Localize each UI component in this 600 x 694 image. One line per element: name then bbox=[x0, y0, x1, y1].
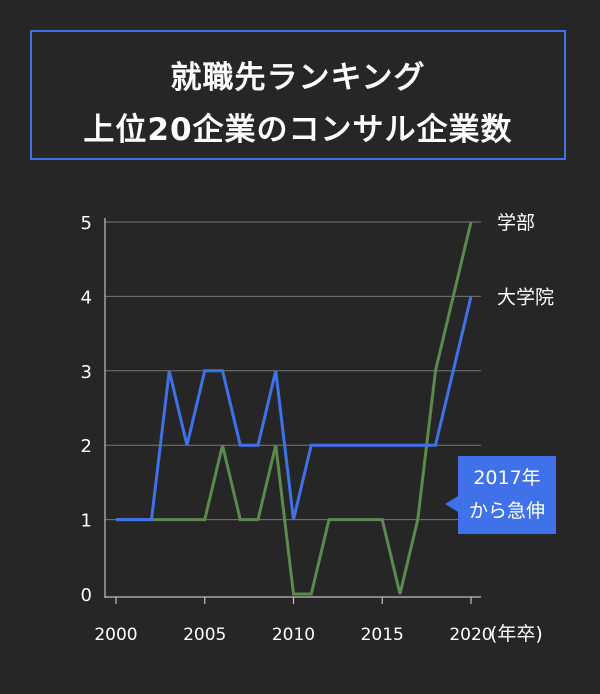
x-tick-label-2015: 2015 bbox=[361, 625, 404, 645]
x-tick-label-2005: 2005 bbox=[183, 625, 226, 645]
callout-box: 2017年 から急伸 bbox=[445, 456, 556, 534]
y-tick-label-4: 4 bbox=[81, 287, 92, 308]
series-label-0: 大学院 bbox=[497, 286, 554, 308]
callout-arrow bbox=[445, 496, 458, 512]
chart-title-line-2: 上位20企業のコンサル企業数 bbox=[83, 112, 513, 148]
callout-line-2: から急伸 bbox=[468, 500, 545, 522]
y-tick-label-3: 3 bbox=[81, 362, 92, 383]
x-axis-label: (年卒) bbox=[490, 623, 543, 645]
y-tick-label-1: 1 bbox=[81, 511, 92, 532]
series-line-0 bbox=[116, 296, 473, 522]
series-line-1 bbox=[116, 221, 473, 596]
series-label-1: 学部 bbox=[497, 212, 535, 234]
y-tick-label-5: 5 bbox=[81, 213, 92, 234]
chart-title-line-1: 就職先ランキング bbox=[170, 60, 426, 96]
y-tick-label-0: 0 bbox=[81, 585, 92, 606]
y-tick-label-2: 2 bbox=[81, 436, 92, 457]
x-tick-label-2020: 2020 bbox=[449, 625, 492, 645]
callout-line-1: 2017年 bbox=[473, 467, 541, 489]
x-tick-label-2000: 2000 bbox=[94, 625, 137, 645]
x-tick-label-2010: 2010 bbox=[272, 625, 315, 645]
title-box: 就職先ランキング 上位20企業のコンサル企業数 bbox=[30, 30, 566, 160]
